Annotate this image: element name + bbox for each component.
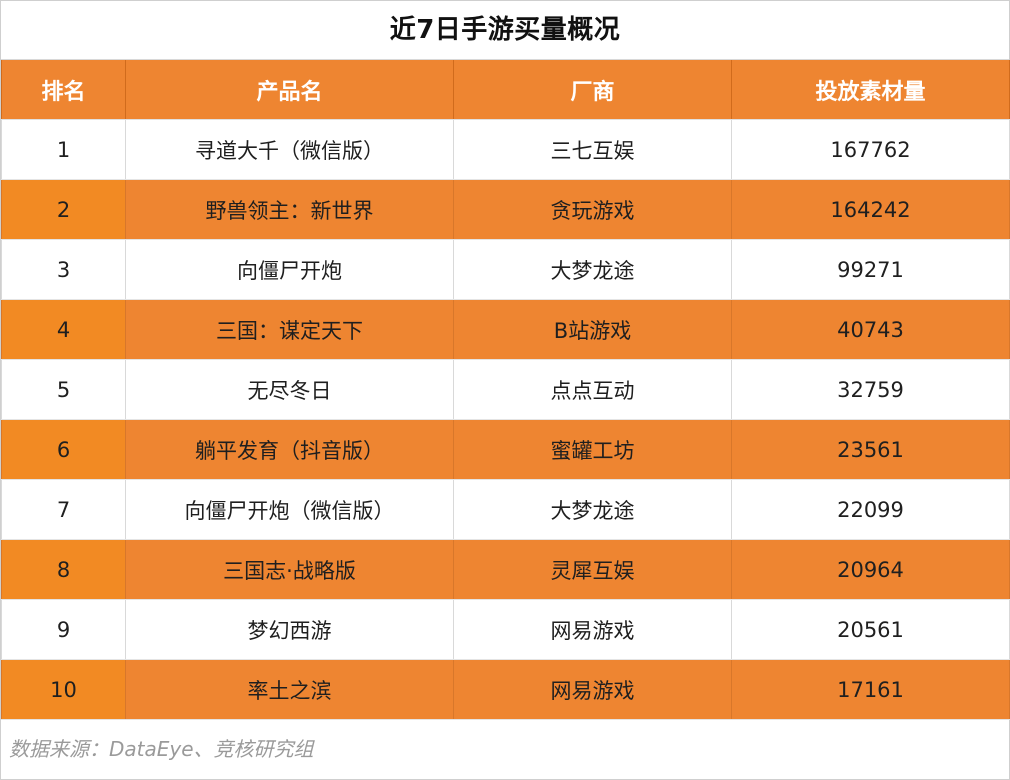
header-vendor: 厂商 bbox=[453, 60, 732, 120]
cell-material-count: 167762 bbox=[731, 119, 1010, 180]
cell-rank: 7 bbox=[1, 479, 126, 540]
table-row: 3 向僵尸开炮 大梦龙途 99271 bbox=[1, 239, 1010, 300]
cell-rank: 9 bbox=[1, 599, 126, 660]
cell-vendor: 网易游戏 bbox=[453, 659, 732, 720]
cell-rank: 8 bbox=[1, 539, 126, 600]
table-row: 2 野兽领主：新世界 贪玩游戏 164242 bbox=[1, 179, 1010, 240]
cell-material-count: 23561 bbox=[731, 419, 1010, 480]
cell-product: 向僵尸开炮 bbox=[125, 239, 454, 300]
cell-material-count: 20561 bbox=[731, 599, 1010, 660]
table-header-row: 排名 产品名 厂商 投放素材量 bbox=[1, 60, 1010, 120]
cell-vendor: 点点互动 bbox=[453, 359, 732, 420]
cell-product: 无尽冬日 bbox=[125, 359, 454, 420]
cell-product: 三国志·战略版 bbox=[125, 539, 454, 600]
cell-product: 向僵尸开炮（微信版） bbox=[125, 479, 454, 540]
table-row: 1 寻道大千（微信版） 三七互娱 167762 bbox=[1, 119, 1010, 180]
cell-material-count: 40743 bbox=[731, 299, 1010, 360]
table-row: 5 无尽冬日 点点互动 32759 bbox=[1, 359, 1010, 420]
header-material-count: 投放素材量 bbox=[731, 60, 1010, 120]
table-row: 6 躺平发育（抖音版） 蜜罐工坊 23561 bbox=[1, 419, 1010, 480]
cell-material-count: 22099 bbox=[731, 479, 1010, 540]
header-rank: 排名 bbox=[1, 60, 126, 120]
cell-rank: 2 bbox=[1, 179, 126, 240]
cell-vendor: B站游戏 bbox=[453, 299, 732, 360]
cell-vendor: 大梦龙途 bbox=[453, 239, 732, 300]
cell-vendor: 大梦龙途 bbox=[453, 479, 732, 540]
cell-rank: 10 bbox=[1, 659, 126, 720]
table-row: 9 梦幻西游 网易游戏 20561 bbox=[1, 599, 1010, 660]
cell-product: 野兽领主：新世界 bbox=[125, 179, 454, 240]
cell-product: 梦幻西游 bbox=[125, 599, 454, 660]
cell-product: 三国：谋定天下 bbox=[125, 299, 454, 360]
cell-product: 寻道大千（微信版） bbox=[125, 119, 454, 180]
cell-vendor: 网易游戏 bbox=[453, 599, 732, 660]
cell-vendor: 灵犀互娱 bbox=[453, 539, 732, 600]
header-product: 产品名 bbox=[125, 60, 454, 120]
cell-vendor: 三七互娱 bbox=[453, 119, 732, 180]
table-row: 8 三国志·战略版 灵犀互娱 20964 bbox=[1, 539, 1010, 600]
cell-material-count: 20964 bbox=[731, 539, 1010, 600]
ranking-table: 排名 产品名 厂商 投放素材量 1 寻道大千（微信版） 三七互娱 167762 … bbox=[1, 60, 1010, 720]
cell-rank: 3 bbox=[1, 239, 126, 300]
cell-vendor: 贪玩游戏 bbox=[453, 179, 732, 240]
page-title: 近7日手游买量概况 bbox=[1, 1, 1009, 60]
source-footnote: 数据来源：DataEye、竞核研究组 bbox=[9, 737, 314, 761]
cell-rank: 5 bbox=[1, 359, 126, 420]
cell-product: 躺平发育（抖音版） bbox=[125, 419, 454, 480]
table-row: 4 三国：谋定天下 B站游戏 40743 bbox=[1, 299, 1010, 360]
cell-material-count: 164242 bbox=[731, 179, 1010, 240]
cell-material-count: 17161 bbox=[731, 659, 1010, 720]
cell-vendor: 蜜罐工坊 bbox=[453, 419, 732, 480]
cell-material-count: 32759 bbox=[731, 359, 1010, 420]
cell-material-count: 99271 bbox=[731, 239, 1010, 300]
cell-rank: 1 bbox=[1, 119, 126, 180]
cell-rank: 4 bbox=[1, 299, 126, 360]
table-row: 10 率土之滨 网易游戏 17161 bbox=[1, 659, 1010, 720]
cell-product: 率土之滨 bbox=[125, 659, 454, 720]
cell-rank: 6 bbox=[1, 419, 126, 480]
table-row: 7 向僵尸开炮（微信版） 大梦龙途 22099 bbox=[1, 479, 1010, 540]
